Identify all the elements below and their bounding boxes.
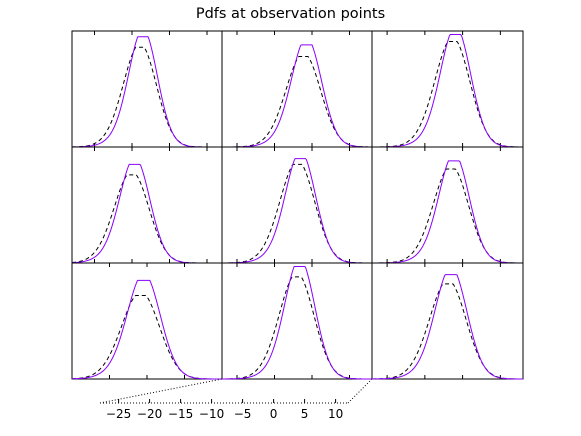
panel-frame (371, 262, 524, 380)
solid-curve (222, 265, 372, 380)
panel-frame (221, 262, 373, 380)
panel-grid (71, 30, 524, 380)
panel-frame (221, 146, 373, 264)
panel-r1-c1 (221, 146, 373, 264)
panel-r0-c1 (221, 30, 373, 148)
inset-tick-label: 10 (328, 407, 343, 421)
dashed-curve (71, 46, 222, 148)
dashed-curve (222, 56, 373, 148)
panel-r0-c2 (371, 30, 524, 148)
panel-r2-c0 (71, 262, 223, 380)
dashed-curve (222, 276, 373, 380)
panel-r2-c2 (371, 262, 524, 380)
solid-curve (372, 33, 524, 148)
panel-r1-c2 (371, 146, 524, 264)
dashed-curve (71, 294, 222, 380)
dashed-curve (371, 40, 523, 148)
solid-curve (221, 158, 372, 264)
panel-frame (71, 30, 223, 148)
dashed-curve (71, 174, 222, 264)
solid-curve (71, 279, 222, 380)
inset-tick-label: 0 (270, 407, 278, 421)
dashed-curve (221, 163, 372, 264)
solid-curve (71, 163, 222, 264)
panel-r1-c0 (71, 146, 223, 264)
panel-frame (71, 146, 223, 264)
solid-curve (371, 160, 524, 264)
inset-tick-label: −10 (199, 407, 224, 421)
panel-r0-c0 (71, 30, 223, 148)
solid-curve (71, 36, 222, 148)
inset-tick-label: −15 (168, 407, 193, 421)
inset-tick-label: −5 (234, 407, 252, 421)
panel-r2-c1 (221, 262, 373, 380)
dashed-curve (371, 283, 524, 380)
solid-curve (371, 274, 523, 380)
inset-tick-label: 5 (301, 407, 309, 421)
panel-frame (221, 30, 373, 148)
inset-connector-right (347, 378, 373, 404)
solid-curve (222, 44, 372, 148)
dashed-curve (372, 168, 524, 264)
panel-frame (371, 30, 524, 148)
chart-title: Pdfs at observation points (195, 6, 386, 22)
inset-tick-label: −20 (137, 407, 162, 421)
inset-tick-label: −25 (106, 407, 131, 421)
inset-axis: −25 −20 −15 −10 −5 0 5 10 (99, 378, 373, 421)
